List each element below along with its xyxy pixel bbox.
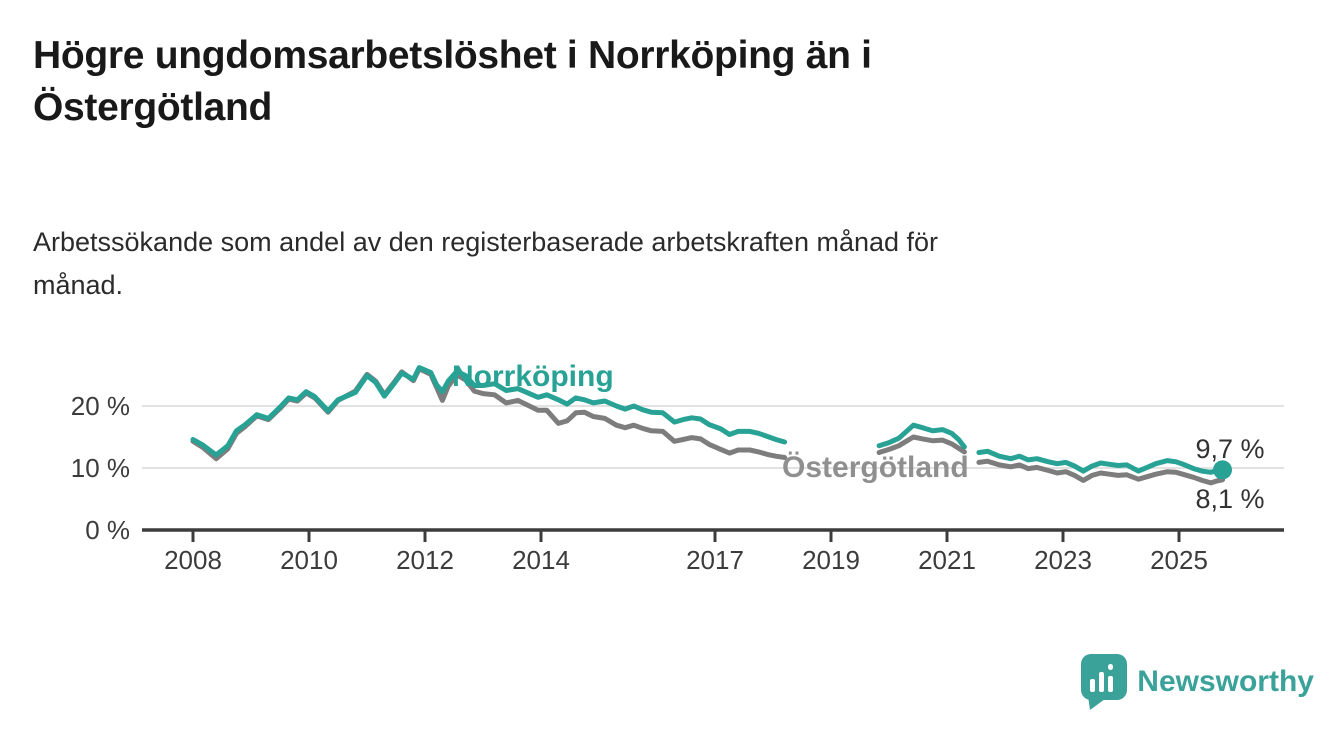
x-axis-tick-label: 2017 [686, 545, 744, 575]
logo-bar-exclamation [1108, 676, 1114, 692]
logo-bar-small [1090, 679, 1096, 692]
norrkoping-end-value-label: 9,7 % [1196, 434, 1265, 464]
logo-bubble-tail [1088, 696, 1106, 710]
chart-subtitle-line-2: månad. [33, 270, 124, 300]
chart-title-line-1: Högre ungdomsarbetslöshet i Norrköping ä… [33, 34, 872, 77]
norrkoping-line-segment [876, 422, 967, 450]
logo-exclamation-dot [1108, 664, 1114, 670]
y-axis-tick-label: 20 % [71, 391, 130, 421]
norrkoping-line-segment [976, 448, 1225, 475]
y-axis-tick-label: 0 % [85, 515, 130, 545]
chart-title: Högre ungdomsarbetslöshet i Norrköping ä… [33, 30, 1303, 134]
newsworthy-logo-icon [1081, 654, 1128, 710]
norrkoping-line-segment [190, 365, 788, 458]
chart-subtitle-line-1: Arbetssökande som andel av den registerb… [33, 227, 939, 257]
x-axis-tick-label: 2019 [802, 545, 860, 575]
ostergotland-line-segment [876, 434, 967, 455]
chart-subtitle: Arbetssökande som andel av den registerb… [33, 221, 1313, 307]
x-axis-tick-label: 2021 [918, 545, 976, 575]
norrkoping-series-label: Norrköping [452, 360, 614, 393]
x-axis-tick-label: 2014 [512, 545, 570, 575]
ostergotland-series-label: Östergötland [782, 451, 969, 484]
x-axis-tick-label: 2010 [280, 545, 338, 575]
x-axis-tick-label: 2023 [1034, 545, 1092, 575]
newsworthy-logo[interactable]: Newsworthy [1080, 653, 1314, 710]
x-axis-tick-label: 2008 [164, 545, 222, 575]
y-axis-tick-label: 10 % [71, 453, 130, 483]
chart-title-line-2: Östergötland [33, 86, 273, 129]
newsworthy-logo-text: Newsworthy [1137, 664, 1314, 698]
ostergotland-line-segment [976, 458, 1225, 486]
x-axis-tick-label: 2012 [396, 545, 454, 575]
norrkoping-end-dot [1213, 460, 1232, 480]
x-axis-tick-label: 2025 [1150, 545, 1208, 575]
logo-bar-tall [1099, 672, 1105, 692]
ostergotland-end-value-label: 8,1 % [1196, 484, 1265, 514]
